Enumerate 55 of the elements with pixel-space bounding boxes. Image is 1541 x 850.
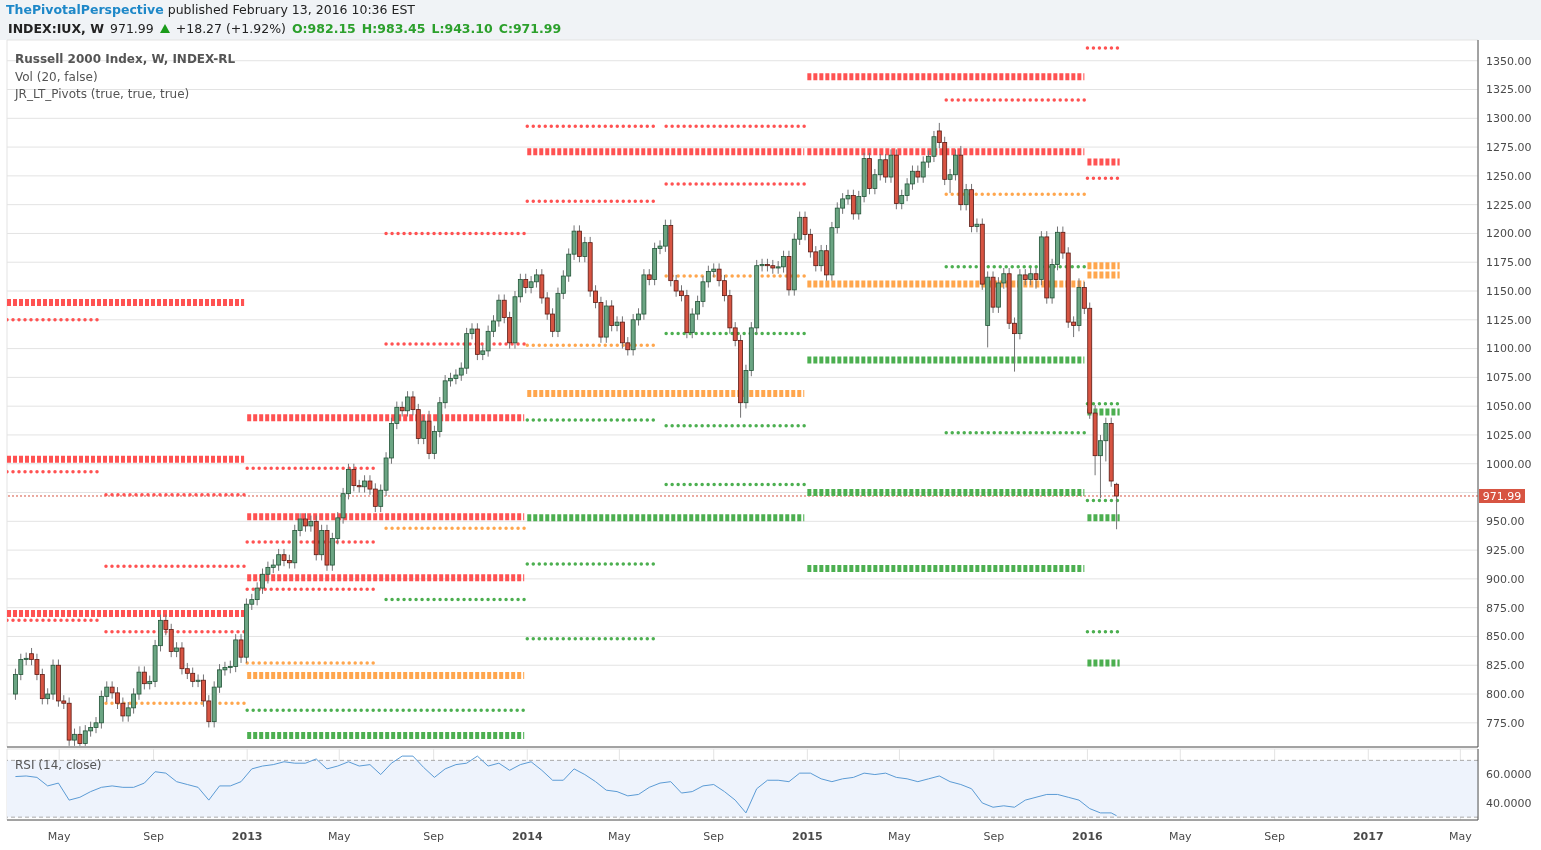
- y-tick-label: 900.00: [1486, 572, 1525, 586]
- y-tick-label: 1100.00: [1486, 342, 1532, 356]
- annotation: JR_LT_Pivots (true, true, true): [15, 87, 190, 101]
- annotation: Vol (20, false): [15, 70, 98, 84]
- x-tick-label: May: [888, 830, 912, 843]
- y-tick-label: 775.00: [1486, 716, 1525, 730]
- y-tick-label: 60.0000: [1486, 768, 1532, 782]
- y-tick-label: 1350.00: [1486, 54, 1532, 68]
- x-tick-label: Sep: [983, 830, 1005, 843]
- y-tick-label: 875.00: [1486, 601, 1525, 615]
- text: ThePivotalPerspective: [6, 2, 164, 17]
- text: RSI (14, close): [15, 758, 102, 772]
- x-tick-label: 2013: [231, 830, 263, 843]
- text: H:983.45: [361, 21, 426, 36]
- text: +18.27 (+1.92%): [175, 21, 286, 36]
- y-tick-label: 40.0000: [1486, 796, 1532, 810]
- y-tick-label: 1025.00: [1486, 428, 1532, 442]
- text: Russell 2000 Index, W, INDEX-RL: [15, 52, 236, 66]
- y-tick-label: 1300.00: [1486, 112, 1532, 126]
- y-tick-label: 850.00: [1486, 630, 1525, 644]
- y-tick-label: 1000.00: [1486, 457, 1532, 471]
- y-tick-label: 1175.00: [1486, 256, 1532, 270]
- x-tick-label: Sep: [143, 830, 164, 843]
- x-tick-label: Sep: [423, 830, 445, 843]
- y-tick-label: 1275.00: [1486, 140, 1532, 154]
- y-tick-label: 1125.00: [1486, 313, 1532, 327]
- x-tick-label: 2017: [1352, 830, 1384, 843]
- x-tick-label: 2014: [511, 830, 543, 843]
- x-tick-label: 2016: [1072, 830, 1104, 843]
- x-tick-label: 2015: [792, 830, 823, 843]
- x-tick-label: May: [607, 830, 632, 843]
- y-tick-label: 1050.00: [1486, 400, 1532, 414]
- x-tick-label: May: [1168, 830, 1193, 843]
- x-tick-label: May: [327, 830, 352, 843]
- x-tick-label: May: [1448, 830, 1473, 843]
- x-tick-label: Sep: [1264, 830, 1286, 843]
- y-tick-label: 1200.00: [1486, 227, 1532, 241]
- ref-line-label: 971.99: [1482, 489, 1522, 503]
- chart-subtitle: INDEX:IUX, W: [8, 21, 104, 36]
- y-tick-label: 950.00: [1486, 515, 1525, 529]
- y-tick-label: 1325.00: [1486, 83, 1532, 97]
- y-tick-label: 1075.00: [1486, 371, 1532, 385]
- text: published February 13, 2016 10:36 EST: [167, 2, 415, 17]
- text: C:971.99: [498, 21, 562, 36]
- text: O:982.15: [291, 21, 356, 36]
- text: L:943.10: [431, 21, 493, 36]
- y-tick-label: 1150.00: [1486, 284, 1532, 298]
- y-tick-label: 1250.00: [1486, 169, 1532, 183]
- y-tick-label: 800.00: [1486, 687, 1525, 701]
- y-tick-label: 825.00: [1486, 659, 1525, 673]
- text: 971.99: [110, 21, 154, 36]
- x-tick-label: Sep: [703, 830, 725, 843]
- y-tick-label: 925.00: [1486, 544, 1525, 557]
- y-tick-label: 1225.00: [1486, 198, 1532, 212]
- x-tick-label: May: [47, 830, 72, 843]
